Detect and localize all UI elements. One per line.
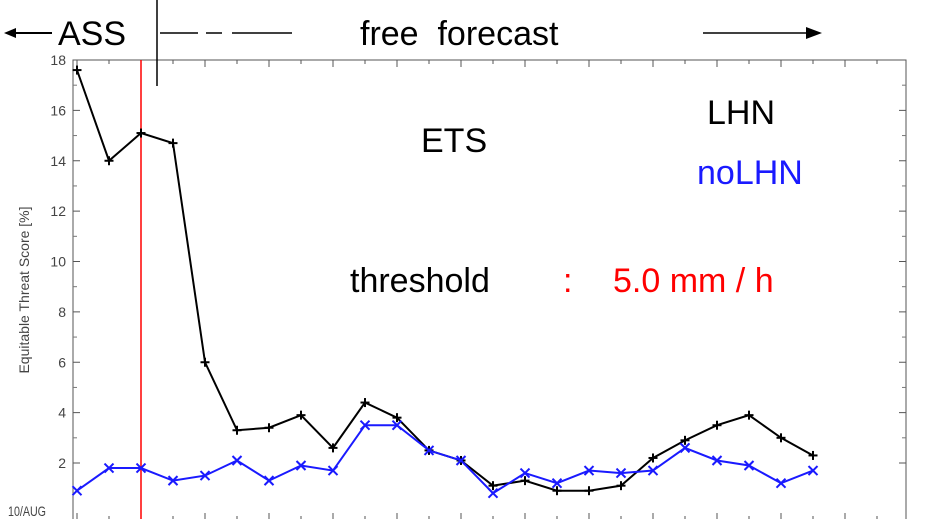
point-nolhn	[295, 460, 307, 471]
point-nolhn	[199, 470, 211, 481]
y-tick-label: 18	[50, 52, 66, 68]
point-nolhn	[775, 477, 787, 489]
y-axis-label: Equitable Threat Score [%]	[16, 206, 32, 373]
point-lhn	[232, 425, 242, 435]
point-nolhn	[167, 475, 179, 486]
point-lhn	[648, 453, 658, 463]
point-nolhn	[231, 455, 243, 466]
point-lhn	[296, 410, 306, 420]
y-tick-label: 6	[58, 354, 66, 370]
series-group	[71, 65, 819, 499]
y-axis-ticks: 2 4 6 8 10 12 14 16 18	[50, 52, 906, 471]
point-lhn	[200, 357, 210, 367]
y-tick-label: 8	[58, 304, 66, 320]
plot-frame	[72, 59, 907, 519]
threshold-value: 5.0 mm / h	[613, 262, 774, 300]
point-nolhn	[71, 485, 83, 496]
point-nolhn	[615, 467, 627, 479]
point-nolhn	[103, 462, 115, 474]
threshold-colon: :	[563, 262, 572, 300]
point-nolhn	[135, 462, 147, 474]
point-lhn	[712, 420, 722, 430]
point-nolhn	[711, 455, 723, 466]
point-lhn	[616, 481, 626, 491]
threshold-label: threshold	[350, 262, 490, 300]
score-name: ETS	[421, 122, 487, 160]
point-lhn	[584, 486, 594, 496]
point-nolhn	[455, 455, 467, 466]
point-nolhn	[743, 460, 755, 471]
point-nolhn	[807, 465, 819, 476]
point-lhn	[328, 443, 338, 453]
point-nolhn	[359, 420, 371, 431]
point-lhn	[168, 138, 178, 148]
legend-nolhn: noLHN	[697, 154, 803, 192]
free-forecast-arrow	[703, 27, 822, 39]
point-lhn	[776, 433, 786, 443]
point-lhn	[392, 413, 402, 423]
x-axis-ticks	[76, 60, 878, 519]
point-lhn	[808, 450, 818, 460]
assimilation-label: ASS	[58, 15, 126, 53]
y-tick-label: 12	[50, 203, 66, 219]
point-nolhn	[679, 442, 691, 454]
point-nolhn	[263, 475, 275, 486]
y-tick-label: 2	[58, 455, 66, 471]
point-lhn	[744, 410, 754, 420]
free-forecast-label: free forecast	[360, 15, 559, 53]
x-start-label: 10/AUG	[8, 503, 46, 519]
point-lhn	[136, 128, 146, 138]
y-tick-label: 4	[58, 405, 66, 421]
point-lhn	[72, 65, 82, 75]
series-line-nolhn	[76, 424, 814, 495]
point-nolhn	[487, 488, 499, 499]
point-nolhn	[327, 465, 339, 476]
point-nolhn	[391, 420, 403, 431]
point-nolhn	[551, 477, 563, 489]
point-lhn	[264, 423, 274, 433]
point-lhn	[104, 156, 114, 166]
y-tick-label: 16	[50, 102, 66, 118]
point-nolhn	[519, 467, 531, 479]
point-lhn	[520, 476, 530, 486]
y-tick-label: 14	[50, 153, 66, 169]
point-lhn	[680, 435, 690, 445]
legend-lhn: LHN	[707, 94, 775, 132]
y-tick-label: 10	[50, 254, 66, 270]
point-lhn	[552, 486, 562, 496]
assimilation-arrow	[4, 28, 52, 38]
point-nolhn	[423, 445, 435, 456]
point-lhn	[360, 398, 370, 408]
point-nolhn	[583, 465, 595, 476]
point-lhn	[488, 481, 498, 491]
point-nolhn	[647, 465, 659, 476]
